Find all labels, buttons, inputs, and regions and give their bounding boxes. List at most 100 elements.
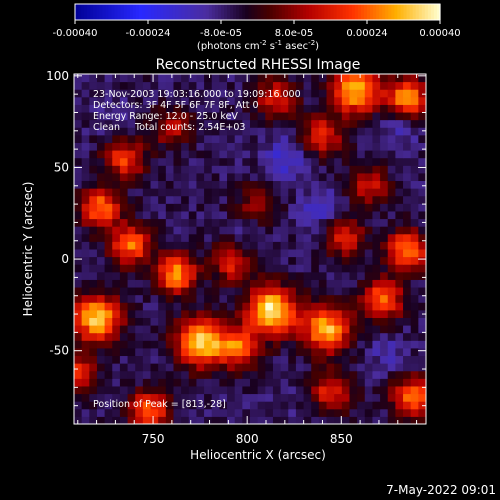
- heatmap-cell: [158, 370, 167, 379]
- heatmap-cell: [181, 294, 190, 303]
- heatmap-cell: [272, 408, 282, 417]
- heatmap-cell: [334, 294, 343, 303]
- heatmap-cell: [295, 188, 305, 197]
- heatmap-cell: [158, 309, 167, 318]
- heatmap-cell: [181, 340, 190, 349]
- heatmap-cell: [196, 180, 205, 189]
- heatmap-cell: [181, 96, 190, 105]
- heatmap-cell: [127, 355, 136, 364]
- heatmap-cell: [410, 416, 419, 424]
- heatmap-cell: [104, 347, 113, 357]
- heatmap-cell: [96, 195, 106, 204]
- heatmap-cell: [318, 89, 328, 98]
- heatmap-cell: [395, 226, 404, 235]
- heatmap-cell: [357, 89, 366, 98]
- heatmap-cell: [372, 332, 381, 341]
- colorbar-cell: [275, 4, 280, 20]
- heatmap-cell: [403, 271, 412, 280]
- heatmap-cell: [364, 309, 373, 318]
- heatmap-cell: [127, 89, 136, 98]
- heatmap-cell: [242, 393, 251, 402]
- heatmap-cell: [280, 96, 289, 105]
- heatmap-cell: [234, 150, 243, 159]
- heatmap-cell: [410, 104, 419, 113]
- heatmap-cell: [272, 294, 282, 303]
- heatmap-cell: [234, 287, 243, 296]
- heatmap-cell: [311, 89, 320, 98]
- heatmap-cell: [295, 355, 305, 364]
- heatmap-cell: [288, 218, 297, 227]
- heatmap-cell: [135, 74, 144, 83]
- heatmap-cell: [418, 210, 426, 220]
- heatmap-cell: [188, 195, 197, 204]
- heatmap-cell: [74, 119, 83, 128]
- heatmap-cell: [158, 256, 167, 265]
- heatmap-cell: [395, 271, 404, 280]
- heatmap-cell: [204, 104, 213, 113]
- heatmap-cell: [318, 142, 328, 151]
- heatmap-cell: [188, 157, 197, 166]
- heatmap-cell: [135, 203, 144, 212]
- heatmap-cell: [395, 74, 404, 83]
- heatmap-cell: [257, 385, 266, 395]
- colorbar-cell: [391, 4, 395, 20]
- heatmap-cell: [119, 378, 129, 387]
- heatmap-cell: [341, 119, 350, 128]
- heatmap-cell: [272, 249, 282, 258]
- heatmap-cell: [318, 401, 328, 410]
- heatmap-cell: [219, 157, 228, 166]
- heatmap-cell: [196, 119, 205, 128]
- heatmap-cell: [387, 309, 396, 318]
- heatmap-cell: [326, 317, 335, 326]
- heatmap-cell: [372, 241, 381, 250]
- heatmap-cell: [303, 119, 312, 128]
- heatmap-cell: [380, 340, 389, 349]
- heatmap-cell: [181, 203, 190, 212]
- heatmap-cell: [188, 134, 197, 143]
- heatmap-cell: [112, 134, 121, 143]
- heatmap-cell: [418, 172, 426, 182]
- heatmap-cell: [158, 180, 167, 189]
- heatmap-cell: [234, 332, 243, 341]
- heatmap-cell: [311, 241, 320, 250]
- heatmap-cell: [288, 340, 297, 349]
- heatmap-cell: [349, 142, 358, 151]
- heatmap-cell: [387, 210, 396, 220]
- heatmap-cell: [250, 218, 259, 227]
- colorbar-cell: [214, 4, 219, 20]
- heatmap-cell: [119, 317, 129, 326]
- heatmap-cell: [257, 393, 266, 402]
- heatmap-cell: [303, 249, 312, 258]
- heatmap-cell: [150, 119, 159, 128]
- colorbar-cell: [360, 4, 365, 20]
- heatmap-cell: [303, 408, 312, 417]
- heatmap-cell: [357, 104, 366, 113]
- heatmap-cell: [418, 256, 426, 265]
- heatmap-cell: [188, 188, 197, 197]
- heatmap-cell: [150, 81, 159, 90]
- heatmap-cell: [395, 294, 404, 303]
- colorbar-cell: [430, 4, 435, 20]
- heatmap-cell: [280, 210, 289, 220]
- heatmap-cell: [196, 233, 205, 242]
- heatmap-cell: [303, 385, 312, 395]
- heatmap-cell: [341, 218, 350, 227]
- heatmap-cell: [380, 81, 389, 90]
- heatmap-cell: [272, 119, 282, 128]
- heatmap-cell: [96, 241, 106, 250]
- heatmap-cell: [188, 112, 197, 121]
- heatmap-cell: [318, 294, 328, 303]
- heatmap-cell: [372, 165, 381, 174]
- heatmap-cell: [112, 332, 121, 341]
- heatmap-cell: [303, 294, 312, 303]
- heatmap-cell: [150, 210, 159, 220]
- heatmap-cell: [318, 104, 328, 113]
- heatmap-cell: [173, 325, 182, 334]
- heatmap-cell: [96, 363, 106, 372]
- colorbar-cell: [87, 4, 91, 20]
- heatmap-cell: [204, 393, 213, 402]
- heatmap-cell: [318, 195, 328, 204]
- heatmap-cell: [341, 378, 350, 387]
- heatmap-cell: [418, 157, 426, 166]
- colorbar-cell: [242, 4, 246, 20]
